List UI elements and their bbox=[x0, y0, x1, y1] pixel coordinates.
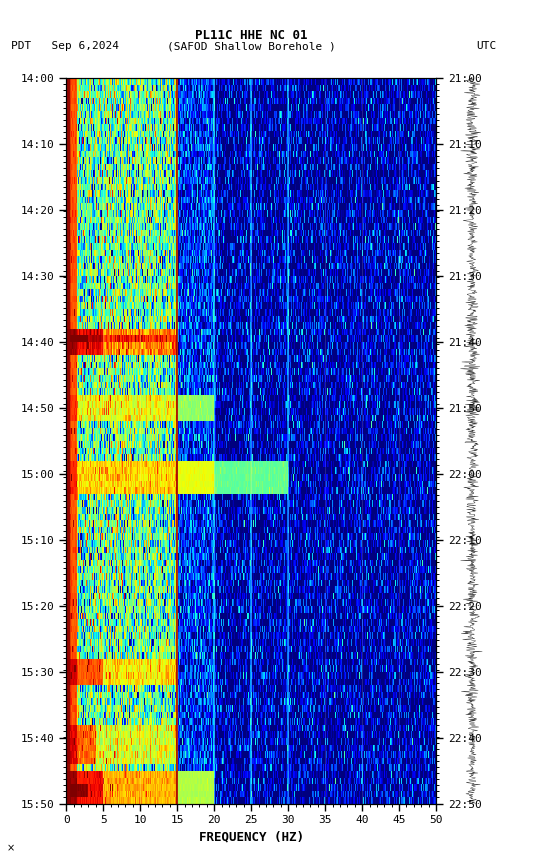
Text: PDT   Sep 6,2024: PDT Sep 6,2024 bbox=[11, 41, 119, 52]
X-axis label: FREQUENCY (HZ): FREQUENCY (HZ) bbox=[199, 831, 304, 844]
Text: $\times$: $\times$ bbox=[6, 842, 14, 853]
Text: PL11C HHE NC 01: PL11C HHE NC 01 bbox=[195, 29, 307, 42]
Text: (SAFOD Shallow Borehole ): (SAFOD Shallow Borehole ) bbox=[167, 41, 336, 52]
Text: UTC: UTC bbox=[476, 41, 497, 52]
